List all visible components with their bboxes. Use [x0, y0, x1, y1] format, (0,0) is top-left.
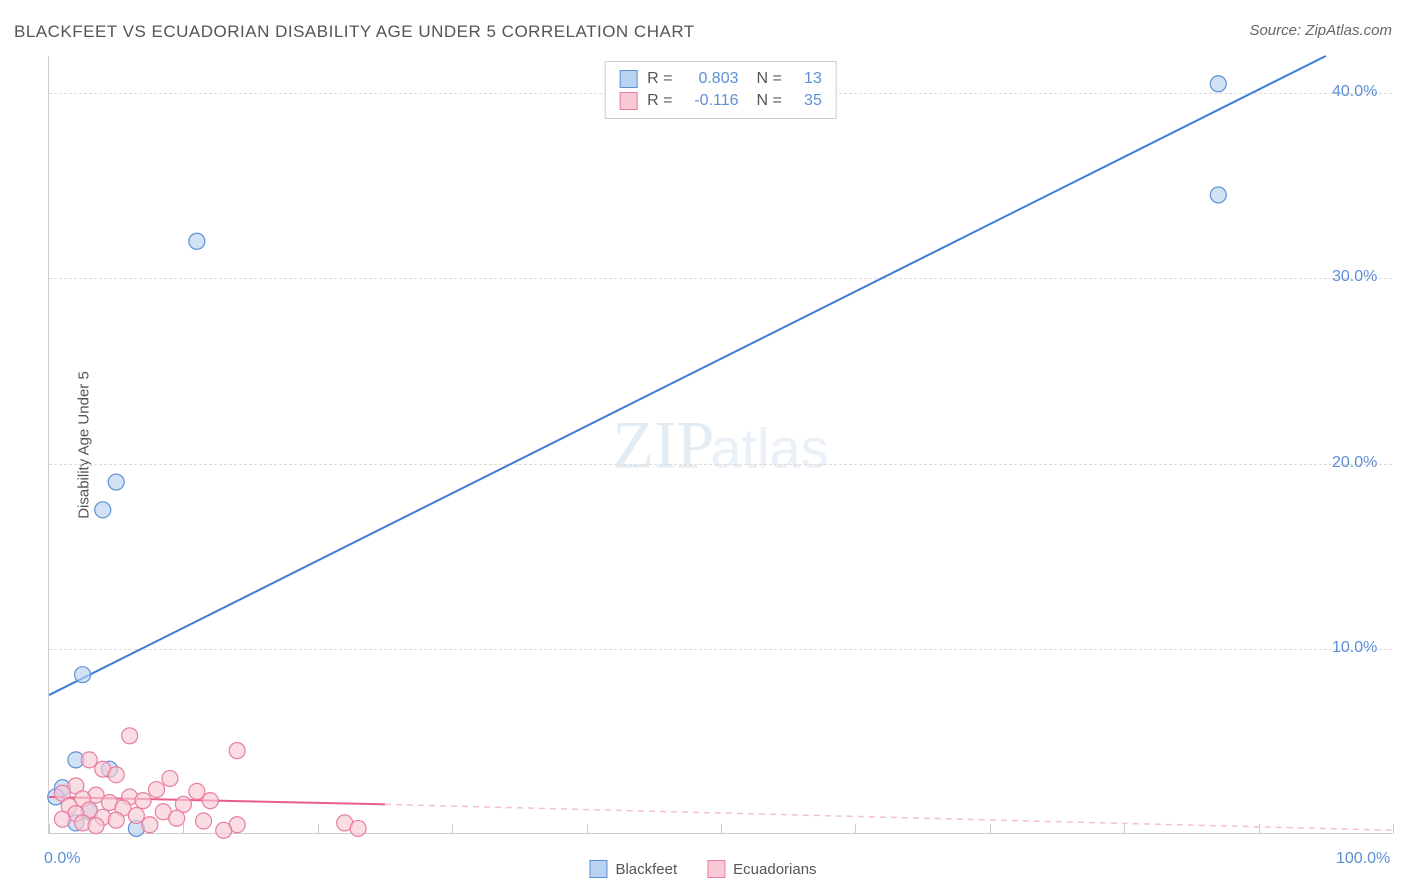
data-point — [149, 782, 165, 798]
data-point — [350, 820, 366, 836]
stats-swatch — [619, 92, 637, 110]
data-point — [88, 818, 104, 834]
stats-n-label: N = — [757, 92, 782, 110]
chart-title: BLACKFEET VS ECUADORIAN DISABILITY AGE U… — [14, 22, 695, 42]
data-point — [189, 783, 205, 799]
plot-area: ZIPatlas R =0.803N =13R =-0.116N =35 — [48, 56, 1392, 834]
data-point — [216, 822, 232, 838]
y-tick-label: 30.0% — [1332, 268, 1377, 286]
data-point — [1210, 187, 1226, 203]
legend-label: Ecuadorians — [733, 861, 816, 878]
data-point — [122, 728, 138, 744]
data-point — [1210, 76, 1226, 92]
data-point — [128, 807, 144, 823]
x-tick-label: 100.0% — [1336, 850, 1390, 868]
data-point — [169, 810, 185, 826]
stats-box: R = 0.803 N = 13 R = -0.116 N = 35 — [604, 61, 837, 119]
stats-swatch — [619, 70, 637, 88]
stats-row: R = 0.803 N = 13 — [619, 68, 822, 90]
y-tick-label: 10.0% — [1332, 639, 1377, 657]
stats-n-label: N = — [757, 70, 782, 88]
data-point — [135, 793, 151, 809]
legend-item: Ecuadorians — [707, 860, 816, 878]
data-point — [108, 767, 124, 783]
trend-line-extension — [385, 804, 1393, 830]
source-attribution: Source: ZipAtlas.com — [1249, 22, 1392, 39]
stats-row: R = -0.116 N = 35 — [619, 90, 822, 112]
legend: Blackfeet Ecuadorians — [589, 860, 816, 878]
data-point — [229, 743, 245, 759]
stats-n-value: 13 — [792, 70, 822, 88]
data-point — [108, 474, 124, 490]
legend-item: Blackfeet — [589, 860, 677, 878]
y-tick-label: 40.0% — [1332, 83, 1377, 101]
legend-swatch — [707, 860, 725, 878]
data-point — [202, 793, 218, 809]
data-point — [54, 811, 70, 827]
y-tick-label: 20.0% — [1332, 454, 1377, 472]
data-point — [162, 770, 178, 786]
stats-r-label: R = — [647, 70, 672, 88]
stats-n-value: 35 — [792, 92, 822, 110]
stats-r-label: R = — [647, 92, 672, 110]
data-point — [81, 752, 97, 768]
data-point — [75, 667, 91, 683]
data-point — [108, 812, 124, 828]
data-point — [196, 813, 212, 829]
data-point — [142, 817, 158, 833]
legend-label: Blackfeet — [615, 861, 677, 878]
x-tick-mark — [1393, 824, 1394, 834]
trend-line — [49, 56, 1326, 695]
data-point — [95, 502, 111, 518]
data-point — [189, 233, 205, 249]
x-tick-label: 0.0% — [44, 850, 80, 868]
chart-svg — [49, 56, 1392, 833]
stats-r-value: 0.803 — [683, 70, 739, 88]
legend-swatch — [589, 860, 607, 878]
stats-r-value: -0.116 — [683, 92, 739, 110]
